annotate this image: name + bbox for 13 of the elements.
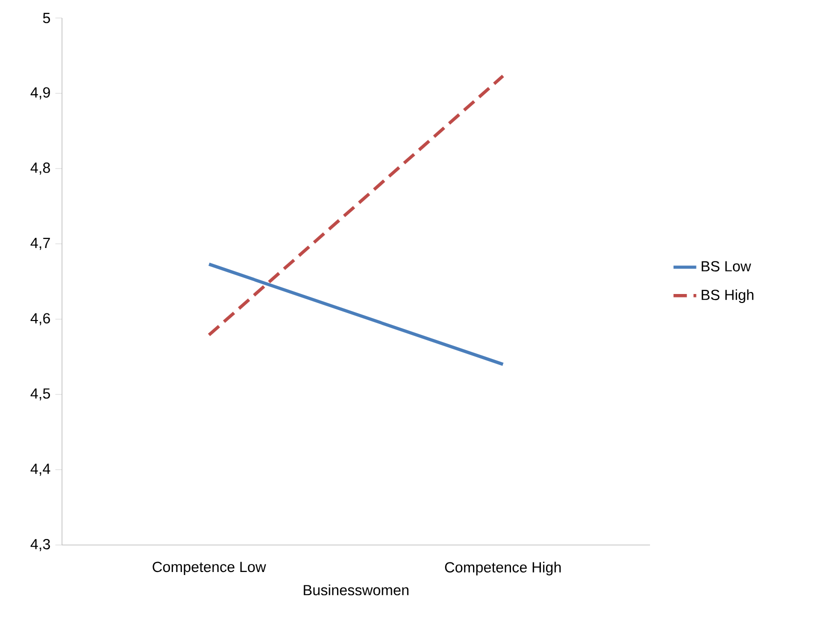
y-tick-label: 4,5 [30,388,50,400]
y-tick-label: 5 [43,12,50,24]
y-tick-label: 4,9 [30,87,50,100]
x-axis-title: Businesswomen [304,584,408,596]
y-tick-label: 4,7 [30,238,50,250]
y-tick-label: 4,6 [30,313,50,326]
x-tick-label: Competence High [445,562,561,576]
y-tick-label: 4,3 [30,538,50,552]
legend-label: BS Low [702,261,752,272]
y-tick-label: 4,4 [30,464,50,476]
legend-label: BS High [702,289,754,303]
x-tick-label: Competence Low [152,562,266,575]
y-tick-label: 4,8 [30,162,50,175]
